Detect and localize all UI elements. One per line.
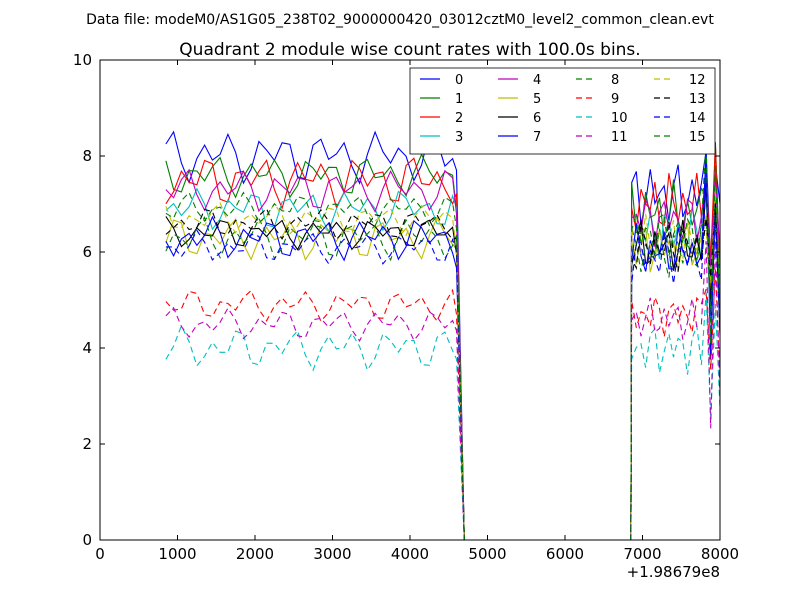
legend-label-12: 12 bbox=[689, 73, 706, 88]
legend-label-8: 8 bbox=[611, 73, 619, 88]
legend-label-13: 13 bbox=[689, 92, 706, 107]
series-line-6 bbox=[165, 183, 721, 541]
y-tick-label: 8 bbox=[82, 147, 92, 165]
y-tick-label: 10 bbox=[73, 51, 92, 69]
x-tick-label: 8000 bbox=[701, 545, 739, 563]
legend-label-9: 9 bbox=[611, 92, 619, 107]
x-offset-label: +1.98679e8 bbox=[627, 563, 720, 581]
plot-frame bbox=[99, 59, 721, 541]
legend-label-6: 6 bbox=[533, 111, 541, 126]
series-line-3 bbox=[165, 150, 721, 541]
x-tick-label: 1000 bbox=[158, 545, 196, 563]
series-line-10 bbox=[165, 292, 721, 541]
x-tick-label: 6000 bbox=[546, 545, 584, 563]
chart-suptitle: Data file: modeM0/AS1G05_238T02_90000004… bbox=[86, 12, 714, 28]
legend-label-2: 2 bbox=[455, 111, 463, 126]
legend-label-0: 0 bbox=[455, 73, 463, 88]
y-tick-label: 4 bbox=[82, 339, 92, 357]
x-tick-label: 7000 bbox=[623, 545, 661, 563]
legend-box bbox=[409, 67, 716, 155]
x-tick-label: 3000 bbox=[313, 545, 351, 563]
series-line-7 bbox=[165, 152, 721, 541]
series-line-0 bbox=[165, 130, 721, 541]
y-tick-label: 0 bbox=[82, 531, 92, 549]
y-tick-label: 2 bbox=[82, 435, 92, 453]
x-tick-label: 0 bbox=[95, 545, 105, 563]
series-line-1 bbox=[165, 142, 721, 541]
legend-label-11: 11 bbox=[611, 130, 628, 145]
legend-label-4: 4 bbox=[533, 73, 541, 88]
legend-label-14: 14 bbox=[689, 111, 706, 126]
series-line-15 bbox=[165, 140, 721, 541]
legend-label-10: 10 bbox=[611, 111, 628, 126]
legend-label-5: 5 bbox=[533, 92, 541, 107]
legend-label-7: 7 bbox=[533, 130, 541, 145]
series-line-12 bbox=[165, 185, 721, 541]
legend-label-15: 15 bbox=[689, 130, 706, 145]
series-line-13 bbox=[165, 203, 721, 541]
x-tick-label: 4000 bbox=[391, 545, 429, 563]
x-tick-label: 5000 bbox=[468, 545, 506, 563]
x-tick-label: 2000 bbox=[236, 545, 274, 563]
legend-label-3: 3 bbox=[455, 130, 463, 145]
series-line-9 bbox=[165, 267, 721, 541]
series-line-4 bbox=[165, 168, 721, 541]
plot-lines bbox=[165, 130, 721, 541]
chart-title: Quadrant 2 module wise count rates with … bbox=[179, 40, 640, 60]
series-line-14 bbox=[165, 178, 721, 541]
y-tick-label: 6 bbox=[82, 243, 92, 261]
series-line-11 bbox=[165, 240, 721, 541]
legend-label-1: 1 bbox=[455, 92, 463, 107]
